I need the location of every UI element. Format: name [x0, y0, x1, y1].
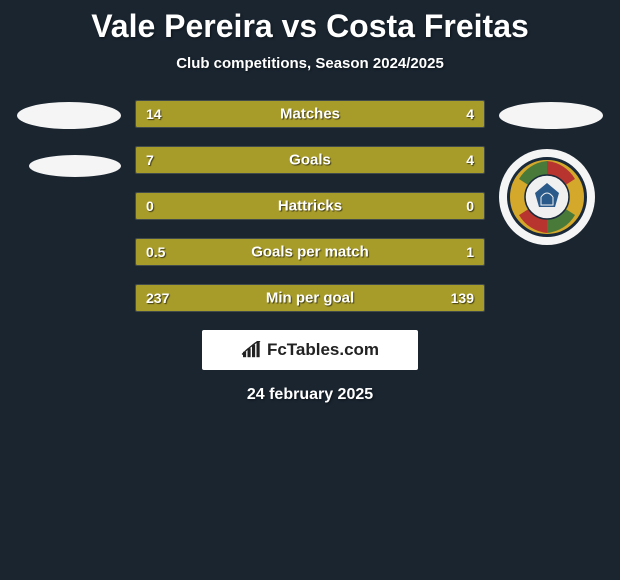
- site-logo[interactable]: FcTables.com: [202, 330, 418, 370]
- stat-value-left: 14: [146, 106, 162, 122]
- left-player-icons: [11, 100, 121, 312]
- stat-value-right: 1: [466, 244, 474, 260]
- bar-left-segment: [136, 101, 407, 127]
- subtitle: Club competitions, Season 2024/2025: [176, 55, 444, 72]
- player-photo-placeholder: [17, 102, 121, 129]
- club-logo-placeholder: [29, 155, 121, 177]
- comparison-chart: Matches 14 4 Goals 7 4 Hattricks 0 0 Goals per ma…: [0, 100, 620, 312]
- stat-bar-row: Hattricks 0 0: [135, 192, 485, 220]
- date-text: 24 february 2025: [247, 386, 373, 404]
- stat-label: Hattricks: [278, 198, 342, 215]
- stat-value-left: 0: [146, 198, 154, 214]
- stat-bars: Matches 14 4 Goals 7 4 Hattricks 0 0 Goals per ma…: [135, 100, 485, 312]
- club-badge: [499, 149, 595, 245]
- stat-bar-row: Min per goal 237 139: [135, 284, 485, 312]
- stat-label: Min per goal: [266, 290, 354, 307]
- stat-value-right: 139: [451, 290, 474, 306]
- bar-right-segment: [357, 147, 484, 173]
- stat-bar-row: Goals 7 4: [135, 146, 485, 174]
- stat-value-left: 237: [146, 290, 169, 306]
- stat-value-right: 4: [466, 152, 474, 168]
- club-badge-icon: [505, 155, 589, 239]
- bar-chart-icon: [241, 341, 263, 359]
- site-logo-text: FcTables.com: [267, 340, 379, 360]
- stat-label: Matches: [280, 106, 340, 123]
- stat-label: Goals per match: [251, 244, 369, 261]
- stat-value-right: 4: [466, 106, 474, 122]
- right-player-icons: [499, 100, 609, 312]
- page-title: Vale Pereira vs Costa Freitas: [91, 8, 529, 45]
- stat-bar-row: Goals per match 0.5 1: [135, 238, 485, 266]
- stat-value-left: 7: [146, 152, 154, 168]
- stat-value-right: 0: [466, 198, 474, 214]
- stat-label: Goals: [289, 152, 331, 169]
- stat-value-left: 0.5: [146, 244, 165, 260]
- stat-bar-row: Matches 14 4: [135, 100, 485, 128]
- player-photo-placeholder: [499, 102, 603, 129]
